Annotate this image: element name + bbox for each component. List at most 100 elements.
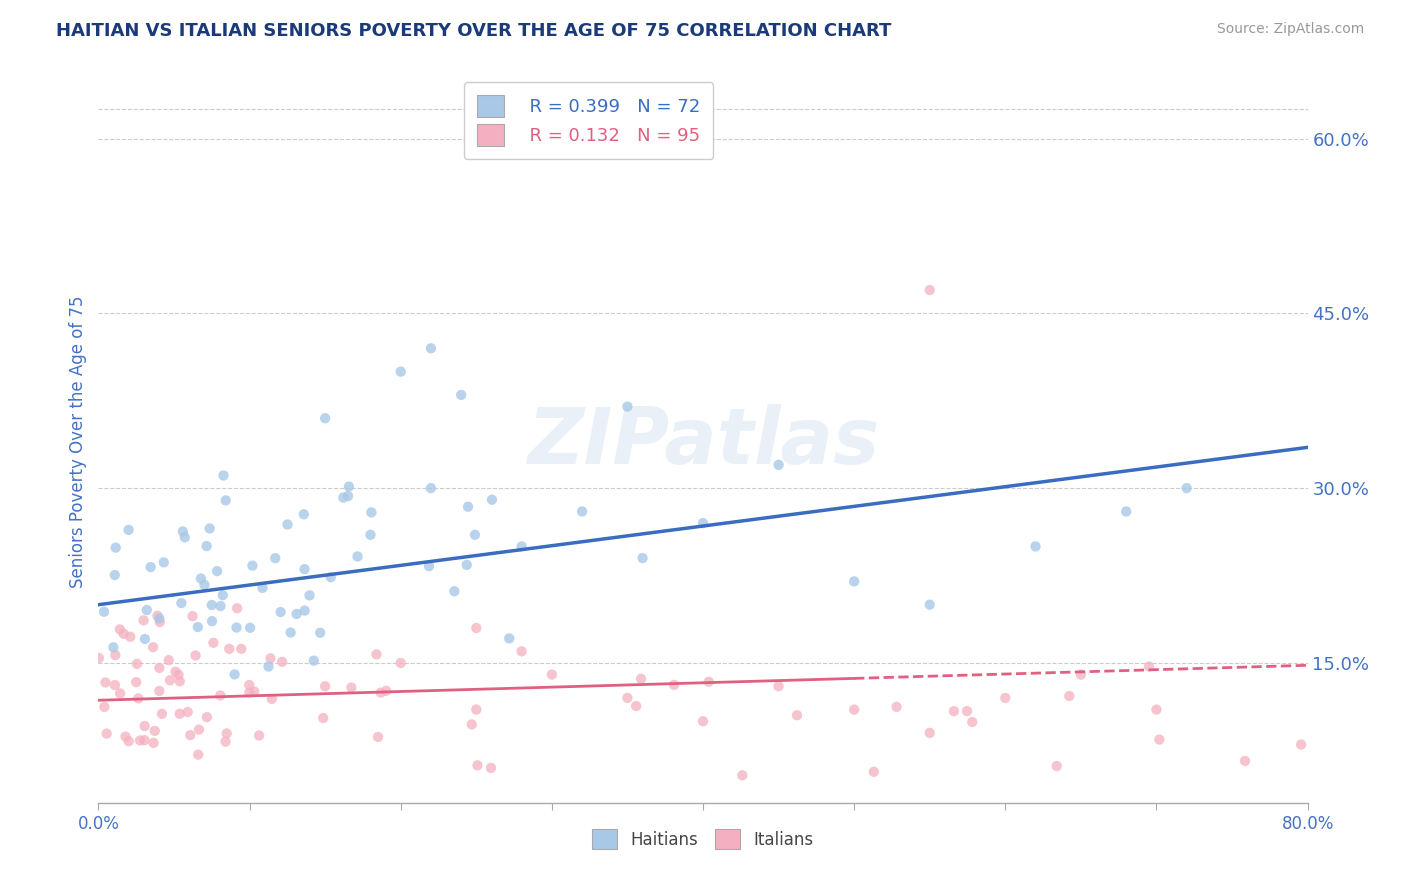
Point [420, 481, 443, 495]
Point [418, 559, 440, 574]
Point [209, 599, 232, 613]
Point [179, 728, 201, 742]
Point [148, 661, 170, 675]
Point [187, 620, 209, 634]
Point [129, 733, 152, 747]
Point [498, 632, 520, 646]
Point [135, 603, 157, 617]
Point [956, 704, 979, 718]
Point [231, 641, 253, 656]
Point [360, 528, 382, 542]
Point [264, 551, 287, 566]
Point [481, 492, 503, 507]
Point [786, 708, 808, 723]
Point [540, 667, 562, 681]
Point [294, 604, 316, 618]
Point [215, 726, 238, 740]
Point [312, 711, 335, 725]
Point [224, 667, 246, 681]
Point [285, 607, 308, 621]
Point [93, 700, 115, 714]
Point [457, 500, 479, 514]
Point [662, 678, 685, 692]
Point [1234, 754, 1257, 768]
Point [630, 672, 652, 686]
Point [314, 411, 336, 425]
Point [148, 611, 170, 625]
Point [294, 562, 316, 576]
Point [108, 686, 131, 700]
Point [108, 623, 131, 637]
Point [134, 733, 156, 747]
Point [1059, 689, 1081, 703]
Point [1024, 540, 1046, 554]
Point [195, 710, 218, 724]
Point [844, 702, 866, 716]
Point [120, 630, 142, 644]
Point [195, 539, 218, 553]
Point [340, 681, 363, 695]
Point [104, 648, 127, 662]
Point [862, 764, 884, 779]
Point [170, 596, 193, 610]
Point [292, 508, 315, 522]
Point [510, 644, 533, 658]
Point [125, 675, 148, 690]
Point [159, 673, 181, 688]
Point [209, 689, 232, 703]
Point [461, 717, 484, 731]
Point [211, 588, 233, 602]
Point [616, 690, 638, 705]
Point [96, 726, 118, 740]
Point [114, 730, 136, 744]
Point [276, 517, 298, 532]
Point [270, 605, 292, 619]
Point [239, 621, 262, 635]
Point [214, 734, 236, 748]
Point [1115, 504, 1137, 518]
Point [259, 651, 281, 665]
Point [456, 558, 478, 572]
Point [118, 734, 141, 748]
Point [479, 761, 502, 775]
Point [1149, 732, 1171, 747]
Point [768, 679, 790, 693]
Point [1070, 667, 1092, 681]
Point [337, 479, 360, 493]
Point [918, 283, 941, 297]
Point [125, 657, 148, 671]
Point [134, 632, 156, 646]
Y-axis label: Seniors Poverty Over the Age of 75: Seniors Poverty Over the Age of 75 [69, 295, 87, 588]
Point [143, 723, 166, 738]
Point [1046, 759, 1069, 773]
Point [181, 609, 204, 624]
Point [243, 684, 266, 698]
Point [169, 674, 191, 689]
Point [167, 667, 190, 681]
Point [187, 747, 209, 762]
Point [225, 621, 247, 635]
Point [918, 726, 941, 740]
Point [370, 685, 392, 699]
Point [1289, 738, 1312, 752]
Point [367, 730, 389, 744]
Point [198, 521, 221, 535]
Point [302, 654, 325, 668]
Point [142, 640, 165, 655]
Point [104, 568, 127, 582]
Point [616, 400, 638, 414]
Point [1144, 702, 1167, 716]
Point [165, 665, 187, 679]
Point [252, 581, 274, 595]
Point [768, 458, 790, 472]
Point [184, 648, 207, 663]
Point [360, 505, 382, 519]
Point [148, 684, 170, 698]
Point [188, 723, 211, 737]
Point [389, 656, 412, 670]
Point [960, 714, 983, 729]
Point [886, 699, 908, 714]
Point [375, 683, 398, 698]
Point [117, 523, 139, 537]
Point [247, 729, 270, 743]
